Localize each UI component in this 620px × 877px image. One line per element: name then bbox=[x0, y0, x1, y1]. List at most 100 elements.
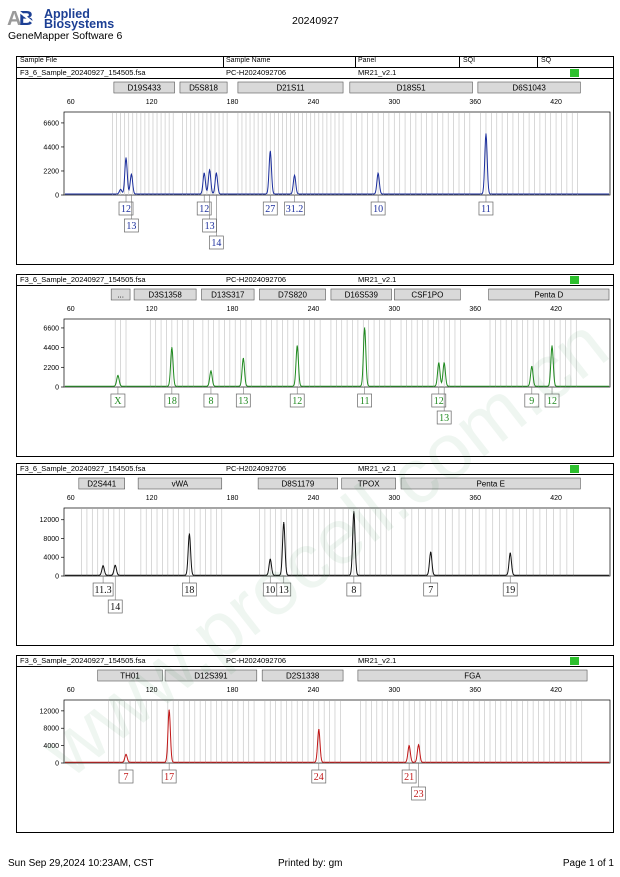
x-tick-label: 300 bbox=[388, 306, 400, 313]
allele-box bbox=[370, 201, 386, 216]
electropherogram-panel-black: F3_6_Sample_20240927_154505.fsa PC-H2024… bbox=[16, 463, 614, 646]
allele-label: 10 bbox=[373, 204, 383, 215]
sample-name: PC-H2024092706 bbox=[226, 656, 287, 665]
plot-area bbox=[63, 111, 611, 196]
marker-label: D12S391 bbox=[194, 672, 228, 681]
peak-apex bbox=[120, 188, 122, 191]
allele-label: 12 bbox=[547, 396, 557, 407]
marker-d21s11: D21S11 bbox=[237, 81, 344, 94]
peak-apex bbox=[531, 365, 533, 368]
peak-apex bbox=[551, 345, 553, 347]
allele-box bbox=[357, 393, 372, 408]
y-tick-label: 6600 bbox=[43, 325, 59, 332]
panel-header: F3_6_Sample_20240927_154505.fsa PC-H2024… bbox=[17, 275, 613, 286]
allele-box bbox=[544, 393, 560, 408]
panel-name: MR21_v2.1 bbox=[358, 464, 397, 473]
marker-label: D2S1338 bbox=[286, 672, 320, 681]
y-tick-label: 4000 bbox=[43, 555, 59, 562]
allele-box bbox=[203, 393, 219, 408]
signal-trace bbox=[65, 328, 609, 387]
allele-box bbox=[311, 769, 327, 784]
footer-timestamp: Sun Sep 29,2024 10:23AM, CST bbox=[8, 858, 154, 869]
marker-label: D16S539 bbox=[345, 291, 379, 300]
allele-label: 18 bbox=[184, 585, 194, 596]
allele-box bbox=[289, 393, 305, 408]
x-tick-label: 180 bbox=[227, 495, 239, 502]
y-tick-label: 12000 bbox=[40, 517, 60, 524]
software-name: GeneMapper Software 6 bbox=[8, 30, 123, 42]
allele-label: 13 bbox=[126, 221, 136, 232]
allele-box bbox=[478, 201, 494, 216]
sample-file: F3_6_Sample_20240927_154505.fsa bbox=[20, 275, 146, 284]
panel-name: MR21_v2.1 bbox=[358, 656, 397, 665]
svg-text:B: B bbox=[19, 8, 33, 30]
plot-area bbox=[63, 507, 611, 577]
allele-label: 13 bbox=[238, 396, 248, 407]
quality-ok-indicator bbox=[570, 276, 579, 284]
allele-label: 8 bbox=[208, 396, 213, 407]
marker-tpox: TPOX bbox=[341, 477, 396, 490]
sample-file: F3_6_Sample_20240927_154505.fsa bbox=[20, 656, 146, 665]
y-tick-label: 8000 bbox=[43, 536, 59, 543]
marker-d7s820: D7S820 bbox=[259, 288, 326, 301]
footer-printed-by: Printed by: gm bbox=[278, 858, 343, 869]
marker-d16s539: D16S539 bbox=[330, 288, 392, 301]
y-tick-label: 4400 bbox=[43, 345, 59, 352]
y-tick-label: 2200 bbox=[43, 365, 59, 372]
peak-apex bbox=[210, 370, 212, 372]
x-tick-label: 240 bbox=[308, 495, 320, 502]
x-tick-label: 420 bbox=[550, 99, 562, 106]
quality-ok-indicator bbox=[570, 69, 579, 77]
marker-penta-e: Penta E bbox=[400, 477, 581, 490]
allele-label: X bbox=[114, 396, 122, 407]
allele-box bbox=[431, 393, 447, 408]
allele-label: 12 bbox=[292, 396, 302, 407]
allele-label: 14 bbox=[211, 238, 221, 249]
y-tick-label: 2200 bbox=[43, 168, 59, 175]
marker-label: D7S820 bbox=[278, 291, 307, 300]
allele-label: 24 bbox=[314, 772, 324, 783]
peak-apex bbox=[269, 150, 271, 153]
marker-label: TH01 bbox=[120, 672, 140, 681]
peak-apex bbox=[443, 362, 445, 364]
allele-box bbox=[524, 393, 540, 408]
signal-trace bbox=[65, 512, 609, 576]
electropherogram-plot-black: D2S441 vWA D8S1179 TPOX Penta E60 120 180 240 30… bbox=[40, 477, 611, 614]
marker-label: D5S818 bbox=[189, 84, 218, 93]
marker-d5s818: D5S818 bbox=[179, 81, 228, 94]
panel-header: F3_6_Sample_20240927_154505.fsa PC-H2024… bbox=[17, 464, 613, 475]
quality-ok-indicator bbox=[570, 465, 579, 473]
x-tick-label: 120 bbox=[146, 495, 158, 502]
allele-box bbox=[411, 786, 426, 801]
x-tick-label: 60 bbox=[67, 687, 75, 694]
peak-apex bbox=[417, 744, 420, 746]
allele-label: 17 bbox=[164, 772, 174, 783]
marker-vwa: vWA bbox=[137, 477, 223, 490]
col-panel: Panel bbox=[358, 57, 376, 64]
panel-name: MR21_v2.1 bbox=[358, 68, 397, 77]
peak-apex bbox=[364, 327, 366, 329]
allele-label: 18 bbox=[167, 396, 177, 407]
sample-name: PC-H2024092706 bbox=[226, 68, 287, 77]
peak-apex bbox=[353, 511, 355, 513]
marker-label: D6S1043 bbox=[512, 84, 546, 93]
marker-label: TPOX bbox=[358, 480, 380, 489]
allele-box bbox=[262, 201, 278, 216]
allele-box bbox=[502, 582, 518, 597]
marker-d19s433: D19S433 bbox=[113, 81, 175, 94]
allele-box bbox=[196, 201, 212, 216]
allele-box bbox=[401, 769, 417, 784]
allele-box bbox=[124, 218, 139, 233]
allele-box bbox=[161, 769, 177, 784]
x-tick-label: 60 bbox=[67, 495, 75, 502]
marker-label: FGA bbox=[464, 672, 481, 681]
peak-apex bbox=[168, 709, 170, 711]
panel-name: MR21_v2.1 bbox=[358, 275, 397, 284]
peak-apex bbox=[318, 729, 320, 731]
marker-label: vWA bbox=[172, 480, 189, 489]
y-tick-label: 0 bbox=[55, 574, 59, 581]
sample-name: PC-H2024092706 bbox=[226, 464, 287, 473]
marker-label: D21S11 bbox=[276, 84, 305, 93]
allele-label: 11 bbox=[360, 396, 370, 407]
